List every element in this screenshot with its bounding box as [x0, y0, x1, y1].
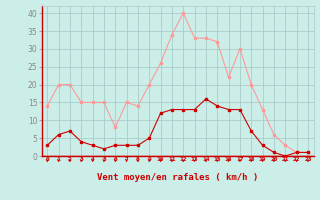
X-axis label: Vent moyen/en rafales ( km/h ): Vent moyen/en rafales ( km/h ) [97, 174, 258, 182]
